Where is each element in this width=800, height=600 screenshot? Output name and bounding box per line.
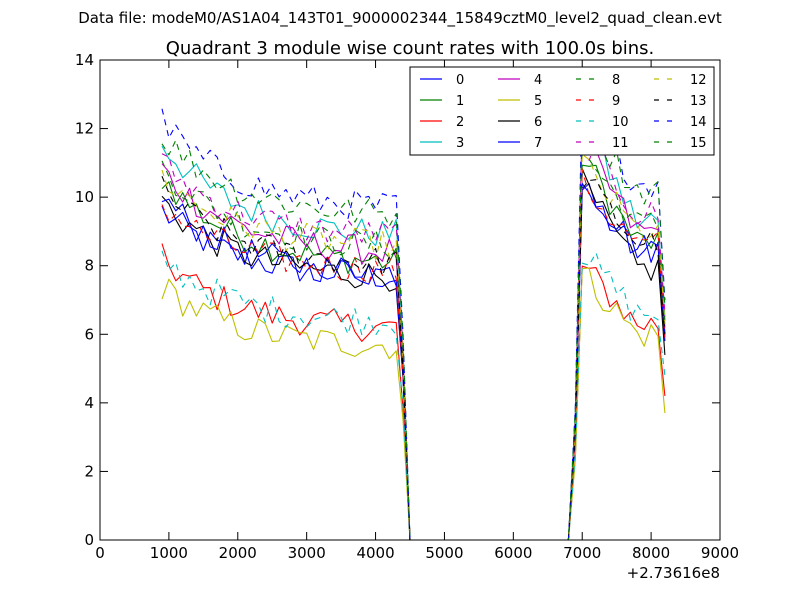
series-line-12 <box>161 153 666 541</box>
x-tick-label: 5000 <box>425 544 463 562</box>
data-file-label: Data file: modeM0/AS1A04_143T01_90000023… <box>78 9 722 28</box>
x-offset-label: +2.73616e8 <box>627 564 720 582</box>
legend-label-12: 12 <box>690 73 707 88</box>
x-tick-label: 1000 <box>150 544 188 562</box>
y-tick-label: 6 <box>84 325 94 343</box>
legend-label-4: 4 <box>534 73 542 88</box>
legend-label-0: 0 <box>456 73 464 88</box>
series-line-13 <box>161 175 666 541</box>
legend-label-10: 10 <box>612 115 629 130</box>
y-tick-label: 2 <box>84 462 94 480</box>
legend-label-14: 14 <box>690 115 707 130</box>
y-tick-label: 12 <box>75 120 94 138</box>
legend-label-9: 9 <box>612 94 620 109</box>
y-tick-label: 0 <box>84 531 94 549</box>
y-tick-label: 10 <box>75 188 94 206</box>
legend-label-7: 7 <box>534 136 542 151</box>
legend-label-3: 3 <box>456 136 464 151</box>
legend-box <box>409 66 715 156</box>
x-tick-label: 8000 <box>632 544 670 562</box>
x-tick-label: 2000 <box>219 544 257 562</box>
y-tick-label: 4 <box>84 394 94 412</box>
legend-label-2: 2 <box>456 115 464 130</box>
x-tick-label: 7000 <box>563 544 601 562</box>
chart-title: Quadrant 3 module wise count rates with … <box>166 38 655 59</box>
x-tick-label: 3000 <box>288 544 326 562</box>
x-tick-label: 6000 <box>494 544 532 562</box>
legend-label-15: 15 <box>690 136 707 151</box>
legend-label-5: 5 <box>534 94 542 109</box>
legend-label-11: 11 <box>612 136 629 151</box>
legend-label-6: 6 <box>534 115 542 130</box>
y-tick-label: 8 <box>84 257 94 275</box>
plot-frame <box>99 59 721 541</box>
legend-label-8: 8 <box>612 73 620 88</box>
x-tick-label: 0 <box>95 544 105 562</box>
series-line-10 <box>161 250 666 541</box>
x-tick-label: 9000 <box>701 544 739 562</box>
x-tick-label: 4000 <box>356 544 394 562</box>
axes-layer: 0 1000 2000 3000 4000 5000 6000 7000 8000 9000 0 2 4… <box>75 51 739 562</box>
legend-label-13: 13 <box>690 94 707 109</box>
y-tick-label: 14 <box>75 51 94 69</box>
legend-label-1: 1 <box>456 94 464 109</box>
